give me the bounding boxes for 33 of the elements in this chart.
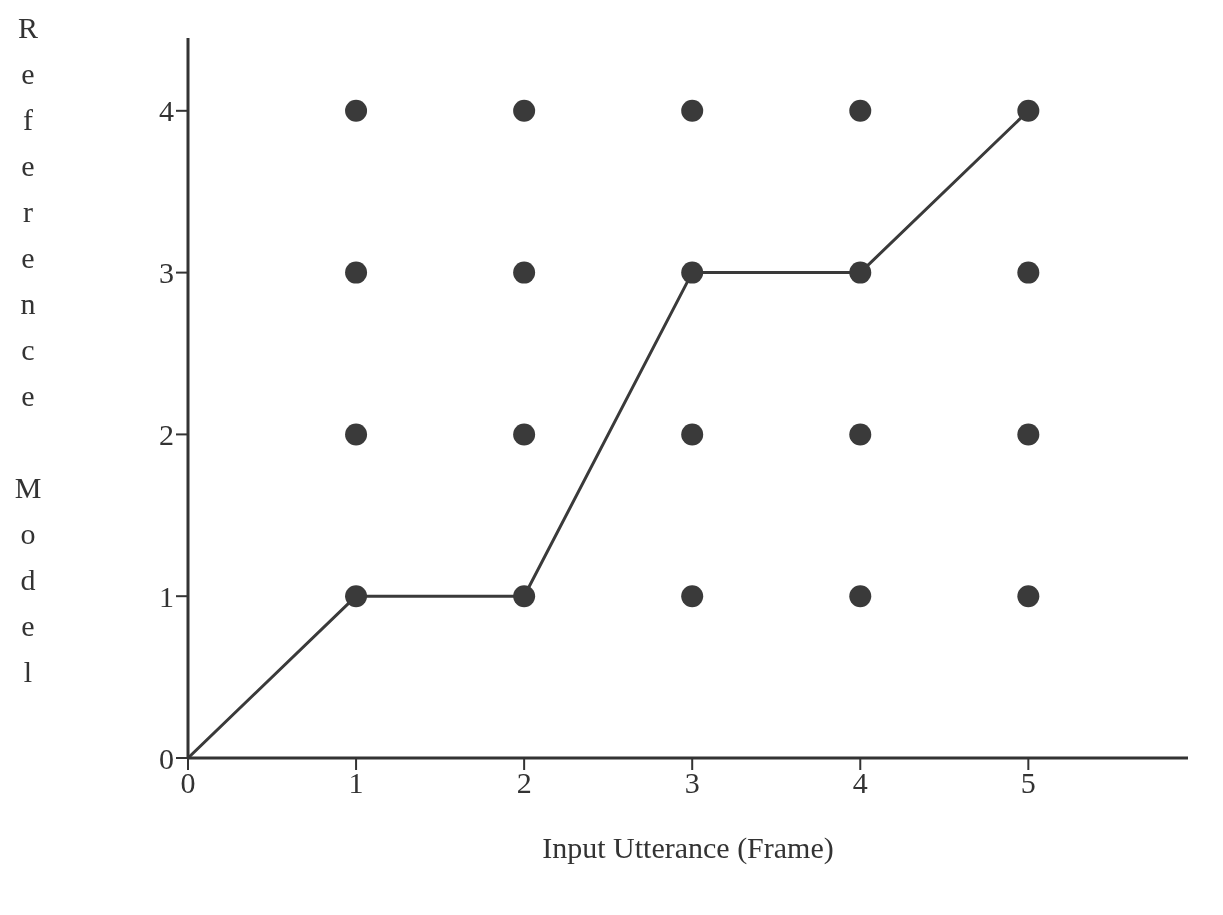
point <box>681 585 704 608</box>
point <box>849 423 872 446</box>
point <box>1017 423 1040 446</box>
y-tick-label: 0 <box>159 741 174 775</box>
x-tick-label: 5 <box>1020 766 1036 800</box>
point <box>513 261 536 284</box>
point <box>345 423 368 446</box>
point <box>849 99 872 122</box>
point <box>1017 261 1040 284</box>
point <box>849 261 872 284</box>
y-tick-label: 4 <box>159 94 174 128</box>
x-tick-label: 4 <box>852 766 868 800</box>
point <box>513 423 536 446</box>
point <box>1017 99 1040 122</box>
x-tick-label: 2 <box>516 766 532 800</box>
x-axis-title: Input Utterance (Frame) <box>542 831 834 865</box>
text: Reference Model <box>14 11 42 688</box>
x-tick-label: 3 <box>684 766 700 800</box>
point <box>1017 585 1040 608</box>
point <box>345 261 368 284</box>
point <box>345 585 368 608</box>
point <box>513 585 536 608</box>
point <box>513 99 536 122</box>
x-tick-label: 1 <box>348 766 364 800</box>
y-tick-label: 1 <box>159 579 174 613</box>
point <box>681 261 704 284</box>
x-tick-label: 0 <box>180 766 196 800</box>
point <box>681 99 704 122</box>
point <box>345 99 368 122</box>
y-tick-label: 3 <box>159 256 174 290</box>
y-tick-label: 2 <box>159 418 174 452</box>
point <box>849 585 872 608</box>
point <box>681 423 704 446</box>
